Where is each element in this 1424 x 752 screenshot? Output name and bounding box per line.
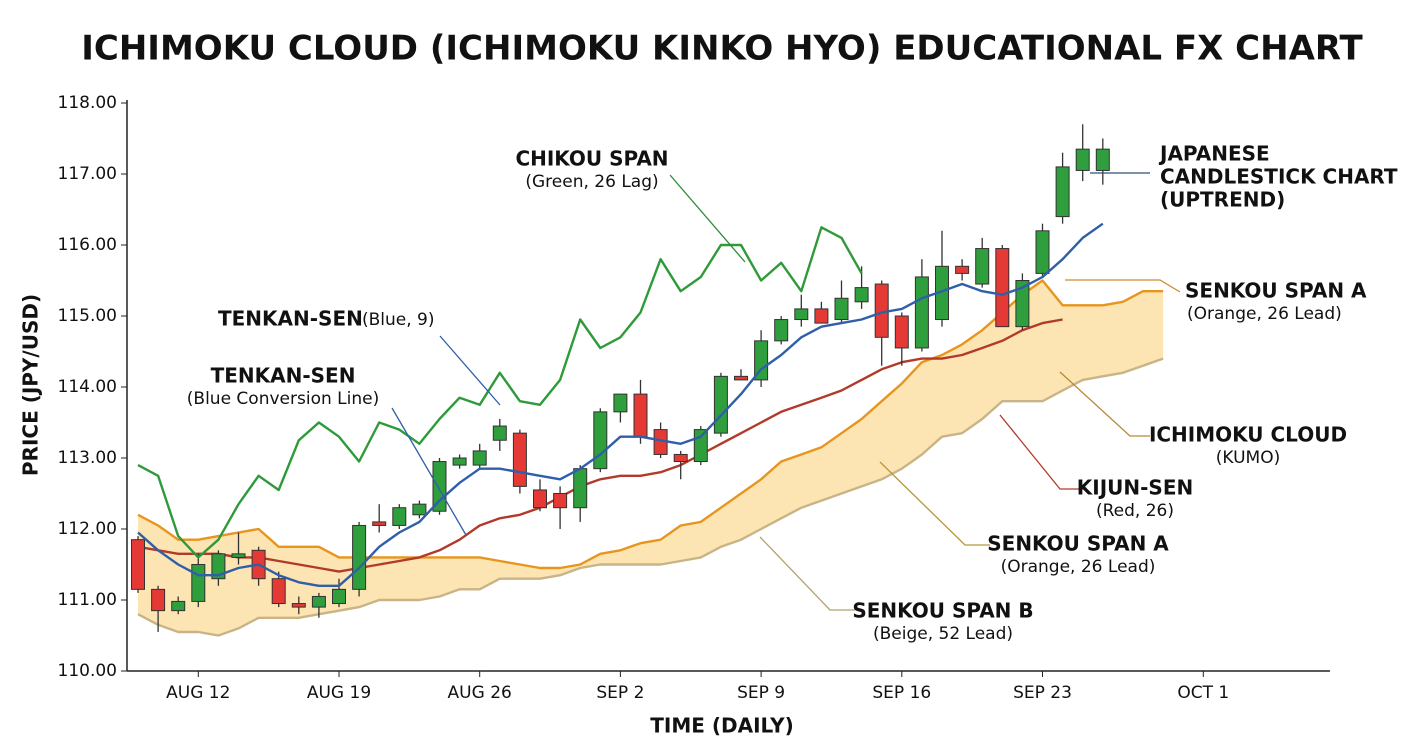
leader-line — [1065, 279, 1181, 293]
annotation-label: JAPANESE — [1158, 142, 1270, 166]
x-tick-label: SEP 9 — [737, 683, 785, 703]
y-tick-label: 113.00 — [58, 448, 117, 468]
candle-body — [151, 588, 166, 612]
y-tick-label: 116.00 — [58, 235, 117, 255]
annotation-label: SENKOU SPAN A — [1185, 279, 1367, 303]
candle-body — [573, 468, 588, 509]
candle-body — [613, 393, 628, 413]
annotation-note: (Orange, 26 Lead) — [1001, 557, 1156, 577]
annotation-note: (Green, 26 Lag) — [525, 172, 658, 192]
indicator-line — [137, 318, 1063, 573]
candle-body — [291, 603, 306, 608]
candle-body — [553, 493, 568, 509]
candle-body — [754, 340, 769, 381]
annotation-note: (Beige, 52 Lead) — [873, 624, 1013, 644]
annotation-note: (KUMO) — [1216, 448, 1280, 468]
candle-body — [352, 524, 367, 590]
y-tick-label: 115.00 — [58, 306, 117, 326]
candle-body — [131, 539, 145, 590]
indicator-line — [137, 222, 1104, 587]
candle-body — [774, 319, 789, 342]
x-tick-label: OCT 1 — [1177, 683, 1229, 703]
candle-body — [734, 375, 748, 381]
candle-body — [211, 553, 226, 580]
candle-body — [533, 489, 547, 509]
candle-body — [955, 265, 970, 274]
y-tick-label: 118.00 — [58, 93, 117, 113]
annotation-label: TENKAN-SEN — [218, 307, 363, 331]
candle-body — [412, 503, 427, 516]
candle-body — [452, 457, 467, 466]
x-tick-label: AUG 19 — [307, 683, 371, 703]
x-axis-label: TIME (DAILY) — [650, 714, 794, 738]
x-tick-label: SEP 16 — [872, 683, 931, 703]
y-tick-label: 114.00 — [58, 377, 117, 397]
x-tick-label: SEP 23 — [1013, 683, 1072, 703]
candle-body — [794, 308, 809, 321]
x-tick-label: SEP 2 — [596, 683, 644, 703]
x-tick-label: AUG 12 — [166, 683, 230, 703]
annotation-label: KIJUN-SEN — [1077, 476, 1193, 500]
leader-line — [669, 174, 746, 263]
leader-line — [879, 461, 990, 546]
indicator-line — [137, 279, 1164, 570]
candle-body — [271, 578, 286, 605]
annotation-label: CANDLESTICK CHART — [1160, 165, 1398, 189]
candle-body — [1075, 148, 1090, 171]
indicator-line — [137, 357, 1164, 637]
annotation-label: ICHIMOKU CLOUD — [1149, 423, 1347, 447]
candle-body — [975, 248, 990, 285]
candle-body — [894, 315, 909, 349]
x-tick-label: AUG 26 — [448, 683, 512, 703]
candle-body — [593, 411, 608, 470]
chart-title: ICHIMOKU CLOUD (ICHIMOKU KINKO HYO) EDUC… — [81, 29, 1363, 69]
candle-body — [171, 600, 186, 612]
candle-body — [854, 287, 869, 303]
candle-body — [693, 429, 708, 463]
leader-line — [759, 536, 855, 611]
y-axis-label: PRICE (JPY/USD) — [19, 294, 43, 476]
candle-body — [311, 595, 326, 608]
y-tick-label: 117.00 — [58, 164, 117, 184]
candle-body — [191, 564, 206, 602]
candle-body — [1015, 280, 1030, 328]
annotation-label: SENKOU SPAN B — [852, 599, 1033, 623]
candle-body — [472, 450, 487, 466]
candle-body — [1095, 148, 1110, 171]
annotation-label: CHIKOU SPAN — [515, 147, 668, 171]
candle-body — [512, 432, 527, 487]
annotation-note: (Red, 26) — [1096, 501, 1174, 521]
leader-line — [1059, 371, 1150, 437]
y-tick-label: 110.00 — [58, 661, 117, 681]
candle-body — [332, 588, 346, 605]
candle-body — [392, 507, 407, 526]
candle-body — [372, 521, 387, 526]
annotation-label: (UPTREND) — [1160, 188, 1285, 212]
candle-body — [673, 453, 688, 463]
indicator-line — [137, 226, 863, 559]
leader-line — [439, 335, 501, 406]
candle-body — [1035, 230, 1050, 274]
candle-body — [231, 553, 246, 558]
annotation-label: TENKAN-SEN — [211, 364, 356, 388]
leader-line — [999, 414, 1085, 490]
annotation-note: (Blue, 9) — [362, 310, 435, 330]
y-tick-label: 111.00 — [58, 590, 117, 610]
annotation-note: (Orange, 26 Lead) — [1187, 304, 1342, 324]
annotation-note: (Blue Conversion Line) — [187, 389, 379, 409]
candle-body — [1055, 166, 1070, 218]
y-tick-label: 112.00 — [58, 519, 117, 539]
candle-body — [914, 276, 929, 349]
candle-body — [713, 375, 728, 434]
candle-body — [834, 297, 849, 321]
candle-body — [633, 393, 648, 438]
candle-body — [492, 425, 507, 441]
leader-line — [391, 407, 467, 536]
candle-body — [995, 248, 1010, 328]
annotation-label: SENKOU SPAN A — [987, 532, 1169, 556]
candle-body — [814, 308, 829, 324]
